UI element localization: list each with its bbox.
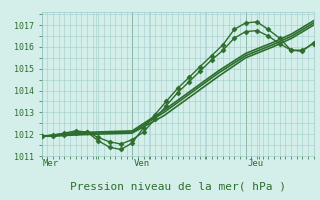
Text: Pression niveau de la mer( hPa ): Pression niveau de la mer( hPa ) [70, 182, 286, 192]
Text: Jeu: Jeu [247, 159, 263, 168]
Text: Mer: Mer [43, 159, 59, 168]
Text: Ven: Ven [133, 159, 150, 168]
